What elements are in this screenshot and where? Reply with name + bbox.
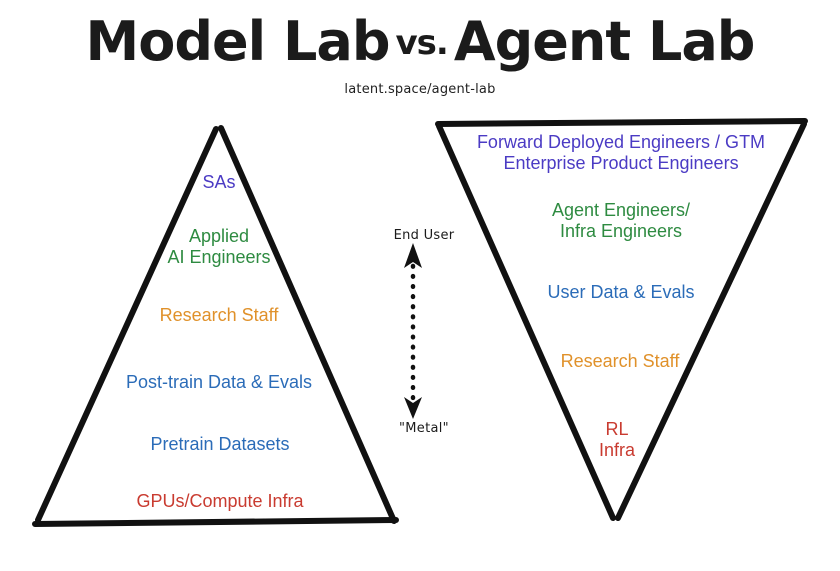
model-lab-layer-research-staff: Research Staff (159, 305, 279, 325)
model-lab-layer-applied-ai-engineers: Applied AI Engineers (167, 226, 271, 268)
agent-lab-layer-forward-deployed-engineers: Forward Deployed Engineers / GTM Enterpri… (476, 132, 766, 174)
model-lab-layer-pretrain-datasets: Pretrain Datasets (150, 434, 290, 454)
title-vs: vs. (395, 23, 448, 63)
agent-lab-layer-research-staff: Research Staff (560, 351, 680, 371)
agent-lab-layer-user-data-and-evals: User Data & Evals (547, 282, 695, 302)
model-lab-layer-gpus-compute-infra: GPUs/Compute Infra (136, 491, 304, 511)
axis-label-end-user: End User (393, 228, 455, 243)
model-lab-layer-sas: SAs (202, 172, 236, 192)
agent-lab-layer-agent-engineers: Agent Engineers/Infra Engineers (551, 200, 691, 242)
agent-lab-layer-rl-infra: RL Infra (598, 419, 636, 461)
arrow-head-up (404, 243, 422, 268)
axis-label-metal: "Metal" (399, 421, 449, 436)
model-lab-layer-post-train-data-and-evals: Post-train Data & Evals (125, 372, 313, 392)
subtitle-source-url: latent.space/agent-lab (344, 82, 496, 97)
end-user-to-metal-arrow (404, 243, 422, 419)
page-title: Model Lab vs. Agent Lab (0, 13, 840, 71)
arrow-head-down (404, 397, 422, 419)
title-agent-lab: Agent Lab (453, 10, 756, 73)
title-model-lab: Model Lab (85, 10, 391, 73)
